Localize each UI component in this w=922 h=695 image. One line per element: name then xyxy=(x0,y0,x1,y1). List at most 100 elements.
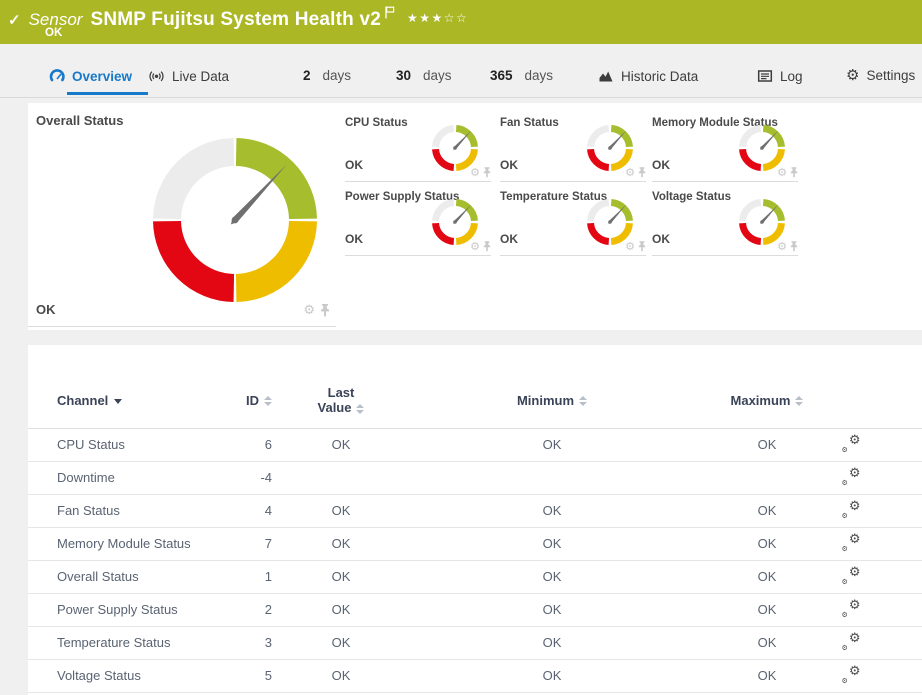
channel-maximum: OK xyxy=(757,602,777,617)
gauge-value: OK xyxy=(652,232,670,246)
fan-status-gauge xyxy=(587,125,633,171)
column-header-channel[interactable]: Channel xyxy=(56,373,231,428)
tab-30-days[interactable]: 30 days xyxy=(396,68,452,83)
channel-name[interactable]: Fan Status xyxy=(57,503,120,518)
star-filled-icon[interactable]: ★ xyxy=(431,10,444,25)
gauge-settings-gear-icon[interactable]: ⚙ xyxy=(625,166,635,179)
tab-label: days xyxy=(423,68,452,83)
memory-module-status-gauge xyxy=(739,125,785,171)
pin-icon[interactable] xyxy=(320,304,330,317)
column-header-last-value[interactable]: Last Value xyxy=(276,373,406,428)
power-supply-status-gauge xyxy=(432,199,478,245)
channel-maximum: OK xyxy=(757,437,777,452)
power-supply-status-card: Power Supply Status OK ⚙ xyxy=(345,183,491,256)
channel-name[interactable]: Overall Status xyxy=(57,569,139,584)
gauge-value: OK xyxy=(652,158,670,172)
tab-bar: Overview Live Data 2 days 30 days 365 da… xyxy=(0,44,922,98)
pin-icon[interactable] xyxy=(790,167,798,178)
gauge-settings-gear-icon[interactable]: ⚙ xyxy=(470,240,480,253)
channel-minimum: OK xyxy=(542,635,562,650)
tab-label: days xyxy=(524,68,554,83)
gauge-value: OK xyxy=(500,158,518,172)
gauge-title: Power Supply Status xyxy=(345,191,460,203)
channel-maximum xyxy=(698,461,836,494)
flag-icon[interactable] xyxy=(385,6,395,24)
table-row: Fan Status 4 OK OK OK ⚙ ⚙ xyxy=(28,494,922,527)
table-row: Downtime -4 ⚙ ⚙ xyxy=(28,461,922,494)
channel-settings-gears-icon[interactable]: ⚙ ⚙ xyxy=(841,597,861,619)
gauge-value: OK xyxy=(345,232,363,246)
gauge-settings-gear-icon[interactable]: ⚙ xyxy=(470,166,480,179)
pin-icon[interactable] xyxy=(483,241,491,252)
tab-historic-data[interactable]: Historic Data xyxy=(598,68,698,84)
pin-icon[interactable] xyxy=(483,167,491,178)
table-row: CPU Status 6 OK OK OK ⚙ ⚙ xyxy=(28,428,922,461)
channel-id: 4 xyxy=(264,503,272,518)
column-header-id[interactable]: ID xyxy=(231,373,276,428)
star-empty-icon[interactable]: ☆ xyxy=(443,10,457,25)
tab-label: Historic Data xyxy=(621,68,699,84)
area-chart-icon xyxy=(599,71,613,82)
tab-log[interactable]: Log xyxy=(757,68,803,84)
sort-desc-icon xyxy=(114,398,123,404)
gauge-settings-gear-icon[interactable]: ⚙ xyxy=(777,240,787,253)
channel-minimum: OK xyxy=(542,536,562,551)
channel-name[interactable]: Voltage Status xyxy=(57,668,141,683)
sort-icon xyxy=(264,396,272,407)
tab-settings[interactable]: ⚙ Settings xyxy=(846,68,915,84)
channel-id: 6 xyxy=(264,437,272,452)
channel-last-value: OK xyxy=(331,437,351,452)
column-header-minimum[interactable]: Minimum xyxy=(406,373,698,428)
table-row: Overall Status 1 OK OK OK ⚙ ⚙ xyxy=(28,560,922,593)
channel-name[interactable]: Memory Module Status xyxy=(57,536,191,551)
tab-label: Log xyxy=(780,68,803,84)
channel-name[interactable]: Power Supply Status xyxy=(57,602,178,617)
star-filled-icon[interactable]: ★ xyxy=(406,10,420,25)
sensor-header: ✓ Sensor SNMP Fujitsu System Health v2 ★… xyxy=(0,0,922,44)
overall-status-card: Overall Status OK ⚙ xyxy=(28,103,336,327)
object-type-label: Sensor xyxy=(28,9,83,29)
channel-id: 5 xyxy=(264,668,272,683)
tab-day-count: 30 xyxy=(396,68,412,83)
gauge-title: CPU Status xyxy=(345,117,408,129)
pin-icon[interactable] xyxy=(790,241,798,252)
channel-minimum: OK xyxy=(542,437,562,452)
tab-label: days xyxy=(322,68,352,83)
sensor-title: SNMP Fujitsu System Health v2 xyxy=(90,8,381,30)
channel-last-value: OK xyxy=(331,668,351,683)
column-header-maximum[interactable]: Maximum xyxy=(698,373,836,428)
table-header-row: Channel ID Last Value Minimum Maximum xyxy=(28,373,922,428)
channel-settings-gears-icon[interactable]: ⚙ ⚙ xyxy=(841,531,861,553)
star-filled-icon[interactable]: ★ xyxy=(419,10,432,25)
channel-settings-gears-icon[interactable]: ⚙ ⚙ xyxy=(841,432,861,454)
channel-settings-gears-icon[interactable]: ⚙ ⚙ xyxy=(841,498,861,520)
gauge-title: Memory Module Status xyxy=(652,117,778,129)
channel-name[interactable]: CPU Status xyxy=(57,437,125,452)
channel-settings-gears-icon[interactable]: ⚙ ⚙ xyxy=(841,630,861,652)
channel-settings-gears-icon[interactable]: ⚙ ⚙ xyxy=(841,465,861,487)
fan-status-card: Fan Status OK ⚙ xyxy=(500,109,646,182)
channel-settings-gears-icon[interactable]: ⚙ ⚙ xyxy=(841,564,861,586)
pin-icon[interactable] xyxy=(638,167,646,178)
star-empty-icon[interactable]: ☆ xyxy=(456,10,469,25)
pin-icon[interactable] xyxy=(638,241,646,252)
channel-last-value: OK xyxy=(331,569,351,584)
gauge-settings-gear-icon[interactable]: ⚙ xyxy=(303,303,315,318)
channel-name[interactable]: Temperature Status xyxy=(57,635,171,650)
channel-settings-gears-icon[interactable]: ⚙ ⚙ xyxy=(841,663,861,685)
channel-name[interactable]: Downtime xyxy=(57,470,115,485)
channel-maximum: OK xyxy=(757,569,777,584)
priority-star-rating[interactable]: ★★★☆☆ xyxy=(407,11,468,25)
channel-id: 3 xyxy=(264,635,272,650)
channel-maximum: OK xyxy=(757,668,777,683)
gauge-settings-gear-icon[interactable]: ⚙ xyxy=(777,166,787,179)
tab-overview[interactable]: Overview xyxy=(49,68,132,84)
gauge-settings-gear-icon[interactable]: ⚙ xyxy=(625,240,635,253)
table-row: Temperature Status 3 OK OK OK ⚙ ⚙ xyxy=(28,626,922,659)
status-check-icon: ✓ xyxy=(8,11,21,29)
tab-live-data[interactable]: Live Data xyxy=(148,68,229,84)
tab-2-days[interactable]: 2 days xyxy=(303,68,351,83)
sort-icon xyxy=(579,396,588,407)
tab-day-count: 2 xyxy=(303,68,311,83)
tab-365-days[interactable]: 365 days xyxy=(490,68,553,83)
